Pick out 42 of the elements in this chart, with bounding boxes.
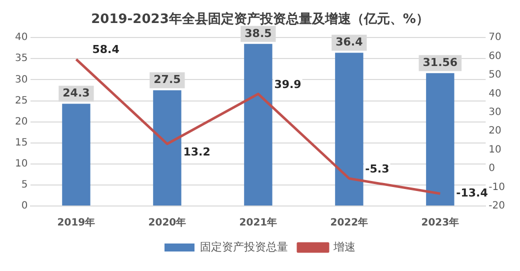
bar xyxy=(62,104,90,206)
x-tick-label: 2021年 xyxy=(239,216,278,229)
data-label: 36.4 xyxy=(336,36,364,49)
bar xyxy=(153,90,182,206)
y2-tick-label: 30 xyxy=(488,107,502,118)
y-tick-label: 0 xyxy=(21,200,28,212)
data-label: 13.2 xyxy=(183,146,210,159)
data-label: 31.56 xyxy=(422,56,458,69)
y-tick-label: 35 xyxy=(14,53,28,64)
y-tick-label: 20 xyxy=(14,116,28,128)
bar xyxy=(244,44,272,206)
legend-label: 固定资产投资总量 xyxy=(200,240,288,254)
x-tick-label: 2022年 xyxy=(330,216,368,229)
y2-tick-label: -10 xyxy=(488,182,506,193)
y2-tick-label: 10 xyxy=(488,144,502,156)
data-label: 24.3 xyxy=(62,86,90,100)
chart-title: 2019-2023年全县固定资产投资总量及增速（亿元、%） xyxy=(91,11,429,28)
data-label: -5.3 xyxy=(365,162,390,176)
data-label: 27.5 xyxy=(154,73,181,86)
y2-tick-label: 0 xyxy=(488,163,496,174)
data-label: -13.4 xyxy=(456,186,488,200)
y-tick-label: 10 xyxy=(14,158,28,170)
y-tick-label: 15 xyxy=(14,137,28,148)
y2-tick-label: 50 xyxy=(488,70,502,81)
y2-tick-label: 70 xyxy=(488,32,502,44)
y2-tick-label: 20 xyxy=(488,126,502,137)
bar xyxy=(426,73,454,206)
y-tick-label: 40 xyxy=(14,32,28,44)
data-label: 58.4 xyxy=(92,43,120,56)
x-tick-label: 2019年 xyxy=(57,216,96,229)
y-tick-label: 5 xyxy=(21,180,28,191)
y2-tick-label: -20 xyxy=(488,200,506,212)
y-tick-label: 30 xyxy=(14,74,28,86)
bar xyxy=(335,52,364,206)
y2-tick-label: 40 xyxy=(488,88,502,100)
y-tick-label: 25 xyxy=(14,95,28,106)
data-label: 38.5 xyxy=(244,26,272,40)
x-tick-label: 2020年 xyxy=(148,216,186,229)
x-tick-label: 2023年 xyxy=(421,216,460,229)
data-label: 39.9 xyxy=(274,78,302,91)
y2-tick-label: 60 xyxy=(488,50,502,62)
legend-label: 增速 xyxy=(332,240,356,254)
